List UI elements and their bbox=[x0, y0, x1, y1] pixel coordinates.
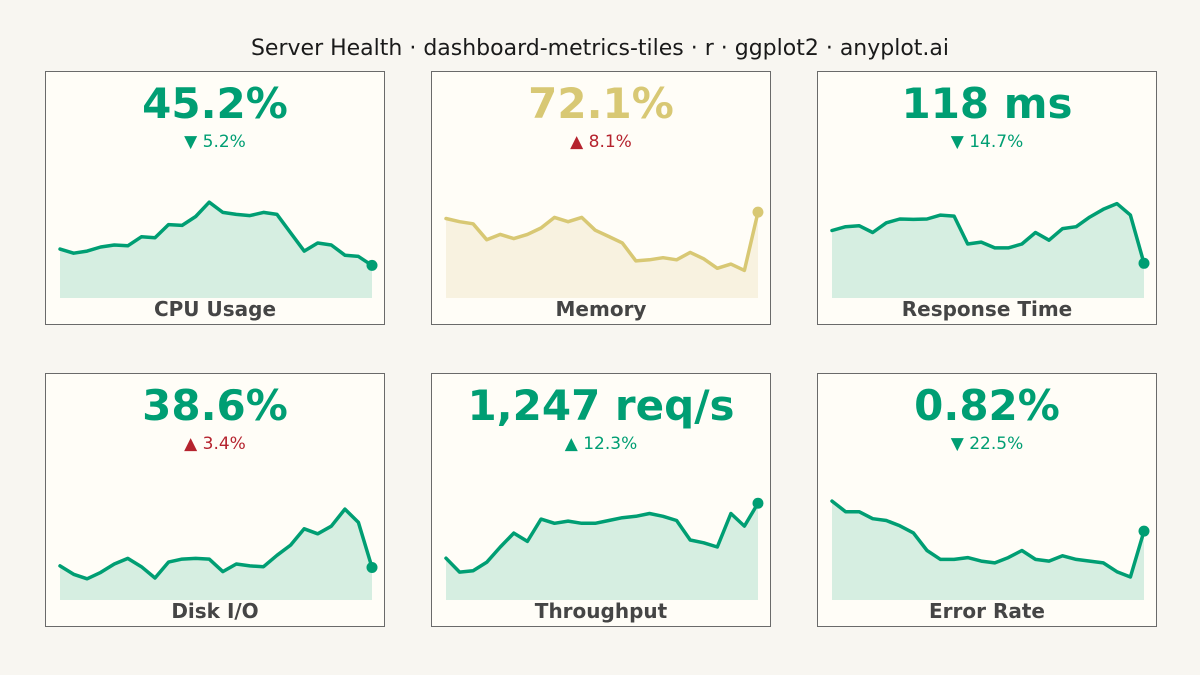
sparkline-last-point bbox=[366, 561, 378, 573]
delta-value: 3.4% bbox=[202, 434, 246, 454]
sparkline-last-point bbox=[1138, 257, 1150, 269]
sparkline-chart bbox=[830, 499, 1150, 600]
tile-value: 0.82% bbox=[914, 381, 1060, 430]
tile-delta: ▼ 22.5% bbox=[818, 433, 1156, 455]
delta-value: 5.2% bbox=[202, 132, 246, 152]
tile-label: CPU Usage bbox=[153, 297, 277, 321]
tile-delta: ▲ 8.1% bbox=[432, 131, 770, 153]
sparkline-last-point bbox=[1138, 525, 1150, 537]
tile-label: Error Rate bbox=[929, 599, 1045, 623]
delta-arrow-icon: ▼ bbox=[184, 132, 198, 152]
delta-value: 8.1% bbox=[588, 132, 632, 152]
delta-value: 22.5% bbox=[969, 434, 1024, 454]
page-title: Server Health · dashboard-metrics-tiles … bbox=[250, 36, 950, 61]
sparkline-line bbox=[444, 210, 760, 273]
sparkline-area bbox=[832, 203, 1144, 298]
delta-arrow-icon: ▲ bbox=[184, 434, 198, 454]
tile-delta: ▼ 14.7% bbox=[818, 131, 1156, 153]
metric-tile-disk-io: 38.6% ▲ 3.4% Disk I/O bbox=[45, 373, 385, 627]
sparkline-last-point bbox=[366, 259, 378, 271]
tile-value: 45.2% bbox=[142, 79, 288, 128]
delta-value: 14.7% bbox=[969, 132, 1024, 152]
delta-arrow-icon: ▲ bbox=[564, 434, 578, 454]
sparkline-chart bbox=[58, 200, 378, 298]
tile-label: Throughput bbox=[534, 599, 668, 623]
tile-label: Response Time bbox=[901, 297, 1073, 321]
delta-arrow-icon: ▼ bbox=[950, 434, 964, 454]
tile-value: 118 ms bbox=[901, 79, 1073, 128]
sparkline-chart bbox=[58, 507, 378, 600]
sparkline-area bbox=[60, 509, 372, 600]
delta-arrow-icon: ▼ bbox=[950, 132, 964, 152]
metric-tile-response-time: 118 ms ▼ 14.7% Response Time bbox=[817, 71, 1157, 325]
delta-arrow-icon: ▲ bbox=[570, 132, 584, 152]
sparkline-line bbox=[444, 501, 760, 574]
sparkline-last-point bbox=[752, 497, 764, 509]
sparkline-area bbox=[446, 503, 758, 600]
tile-value: 38.6% bbox=[142, 381, 288, 430]
sparkline-last-point bbox=[752, 206, 764, 218]
sparkline-line bbox=[58, 200, 374, 268]
tile-value: 1,247 req/s bbox=[467, 381, 735, 430]
tile-label: Disk I/O bbox=[171, 599, 259, 623]
sparkline-area bbox=[446, 212, 758, 298]
metric-tile-memory: 72.1% ▲ 8.1% Memory bbox=[431, 71, 771, 325]
tile-delta: ▼ 5.2% bbox=[46, 131, 384, 153]
tile-delta: ▲ 3.4% bbox=[46, 433, 384, 455]
sparkline-line bbox=[830, 499, 1146, 579]
sparkline-line bbox=[58, 507, 374, 581]
tile-delta: ▲ 12.3% bbox=[432, 433, 770, 455]
sparkline-chart bbox=[444, 206, 764, 298]
metric-tile-error-rate: 0.82% ▼ 22.5% Error Rate bbox=[817, 373, 1157, 627]
metric-tile-cpu: 45.2% ▼ 5.2% CPU Usage bbox=[45, 71, 385, 325]
tile-value: 72.1% bbox=[528, 79, 674, 128]
metric-tile-throughput: 1,247 req/s ▲ 12.3% Throughput bbox=[431, 373, 771, 627]
sparkline-line bbox=[830, 201, 1146, 266]
sparkline-area bbox=[60, 202, 372, 298]
delta-value: 12.3% bbox=[583, 434, 638, 454]
sparkline-area bbox=[832, 501, 1144, 600]
sparkline-chart bbox=[830, 201, 1150, 298]
sparkline-chart bbox=[444, 497, 764, 600]
tile-label: Memory bbox=[555, 297, 647, 321]
